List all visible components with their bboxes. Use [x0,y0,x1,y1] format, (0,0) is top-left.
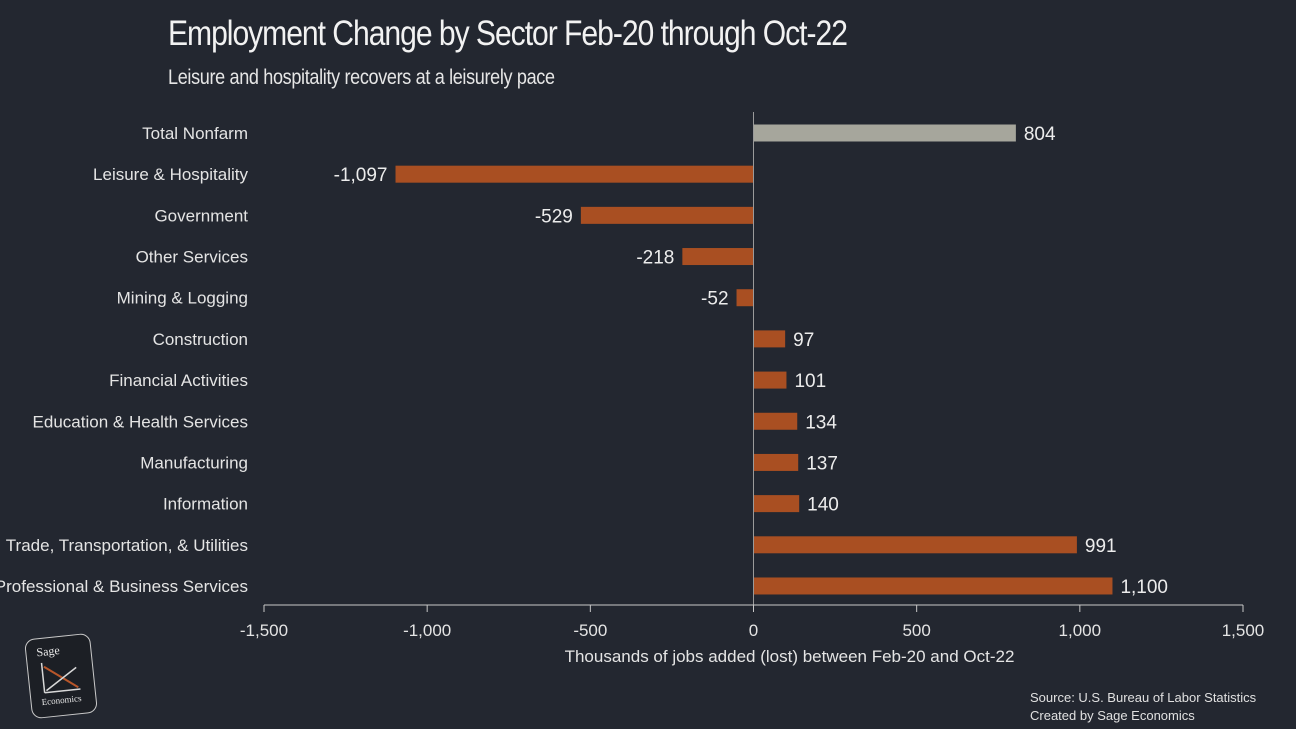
x-tick-label: 1,000 [1059,621,1102,640]
x-tick-label: -500 [573,621,607,640]
value-label: -218 [636,248,674,269]
bar [753,330,786,348]
value-label: 97 [793,330,814,351]
category-label: Government [154,206,248,225]
bar [753,577,1113,595]
bar [736,289,754,307]
bar [753,124,1016,142]
bar [580,206,754,224]
logo-text-top: Sage [35,643,61,660]
bar [753,412,798,430]
value-label: 101 [794,371,826,392]
category-label: Financial Activities [109,371,248,390]
value-label: 991 [1085,536,1117,557]
source-note: Source: U.S. Bureau of Labor Statistics … [1030,689,1256,725]
chart-title: Employment Change by Sector Feb-20 throu… [168,14,848,53]
bars-group [395,124,1113,595]
category-label: Construction [153,330,248,349]
logo-chart-icon [40,662,81,694]
x-tick-label: 500 [902,621,930,640]
value-label: 804 [1024,124,1056,145]
bar [753,536,1077,554]
category-label: Leisure & Hospitality [93,165,248,184]
bar [682,248,754,266]
value-label: -529 [535,206,573,227]
x-tick-label: -1,500 [240,621,288,640]
category-label: Mining & Logging [117,289,248,308]
bar [753,495,800,513]
bar [753,453,799,471]
value-label: 134 [805,412,837,433]
chart-subtitle: Leisure and hospitality recovers at a le… [168,66,555,89]
value-label: 1,100 [1120,577,1168,598]
category-label: Total Nonfarm [142,124,248,143]
source-line: Source: U.S. Bureau of Labor Statistics [1030,690,1257,705]
category-label: Manufacturing [140,453,248,472]
value-label: -52 [701,289,728,310]
category-label: Other Services [136,248,248,267]
x-tick-label: 0 [749,621,758,640]
x-tick-label: 1,500 [1222,621,1265,640]
x-tick-label: -1,000 [403,621,451,640]
credit-line: Created by Sage Economics [1030,708,1195,723]
value-label: 137 [806,453,838,474]
category-label: Trade, Transportation, & Utilities [6,536,248,555]
category-labels: Total Nonfarm Leisure & Hospitality Govern… [0,124,248,596]
bar [395,165,754,183]
category-label: Information [163,495,248,514]
bar [753,371,787,389]
category-label: Professional & Business Services [0,577,248,596]
value-label: 140 [807,495,839,516]
category-label: Education & Health Services [33,412,248,431]
x-axis-title: Thousands of jobs added (lost) between F… [565,647,1015,666]
logo-text-bottom: Economics [41,693,82,708]
sage-economics-logo: Sage Economics [23,632,99,720]
x-axis: -1,500 -1,000 -500 0 500 1,000 1,500 [240,112,1264,640]
value-labels: 804 -1,097 -529 -218 -52 97 101 134 137 140 9911,1… [334,124,1168,598]
value-label: -1,097 [334,165,388,186]
